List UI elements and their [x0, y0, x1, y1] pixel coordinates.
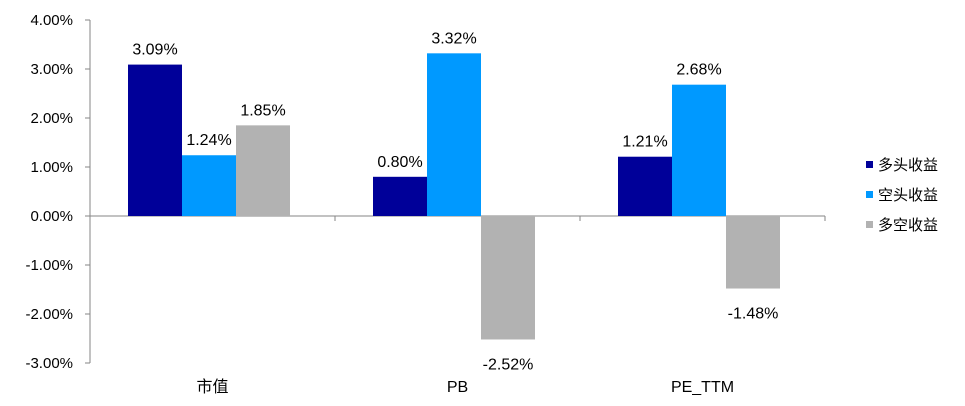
data-label: 1.85% — [240, 102, 285, 119]
bars — [128, 53, 780, 340]
x-category-label: 市值 — [196, 378, 228, 396]
data-labels: 3.09% 1.24% 1.85% 0.80% 3.32% -2.52% 1.21% 2.68… — [132, 30, 778, 373]
y-tick-label: 3.00% — [30, 61, 73, 78]
y-tick-labels: 4.00% 3.00% 2.00% 1.00% 0.00% -1.00% -2.00% -3.… — [25, 12, 73, 372]
bar — [481, 216, 535, 340]
data-label: 1.24% — [186, 132, 231, 149]
bar — [726, 216, 780, 289]
data-label: 3.09% — [132, 42, 177, 59]
legend-item: 多头收益 — [866, 157, 938, 174]
y-tick-label: 4.00% — [30, 12, 73, 29]
bar — [427, 53, 481, 216]
data-label: -2.52% — [483, 356, 534, 373]
y-tick-label: -2.00% — [25, 306, 73, 323]
legend-swatch — [866, 191, 873, 198]
bar — [128, 64, 182, 216]
data-label: 0.80% — [377, 154, 422, 171]
x-category-label: PE_TTM — [671, 379, 734, 396]
data-label: 3.32% — [431, 30, 476, 47]
data-label: 2.68% — [676, 62, 721, 79]
y-tick-label: 1.00% — [30, 159, 73, 176]
y-tick-label: -1.00% — [25, 257, 73, 274]
legend-item: 空头收益 — [866, 187, 938, 204]
bar — [182, 155, 236, 216]
legend-swatch — [866, 161, 873, 168]
legend-label: 多空收益 — [878, 217, 938, 234]
bar — [236, 125, 290, 216]
bar — [373, 176, 427, 216]
legend-swatch — [866, 221, 873, 228]
legend-label: 多头收益 — [878, 157, 938, 174]
data-label: -1.48% — [728, 306, 779, 323]
x-category-labels: 市值 PB PE_TTM — [196, 378, 734, 396]
data-label: 1.21% — [622, 134, 667, 151]
bar — [672, 84, 726, 217]
legend-item: 多空收益 — [866, 217, 938, 234]
y-tick-label: 2.00% — [30, 110, 73, 127]
legend-label: 空头收益 — [878, 187, 938, 204]
x-category-label: PB — [447, 379, 468, 396]
bar — [618, 156, 672, 216]
y-tick-label: 0.00% — [30, 208, 73, 225]
y-tick-label: -3.00% — [25, 355, 73, 372]
